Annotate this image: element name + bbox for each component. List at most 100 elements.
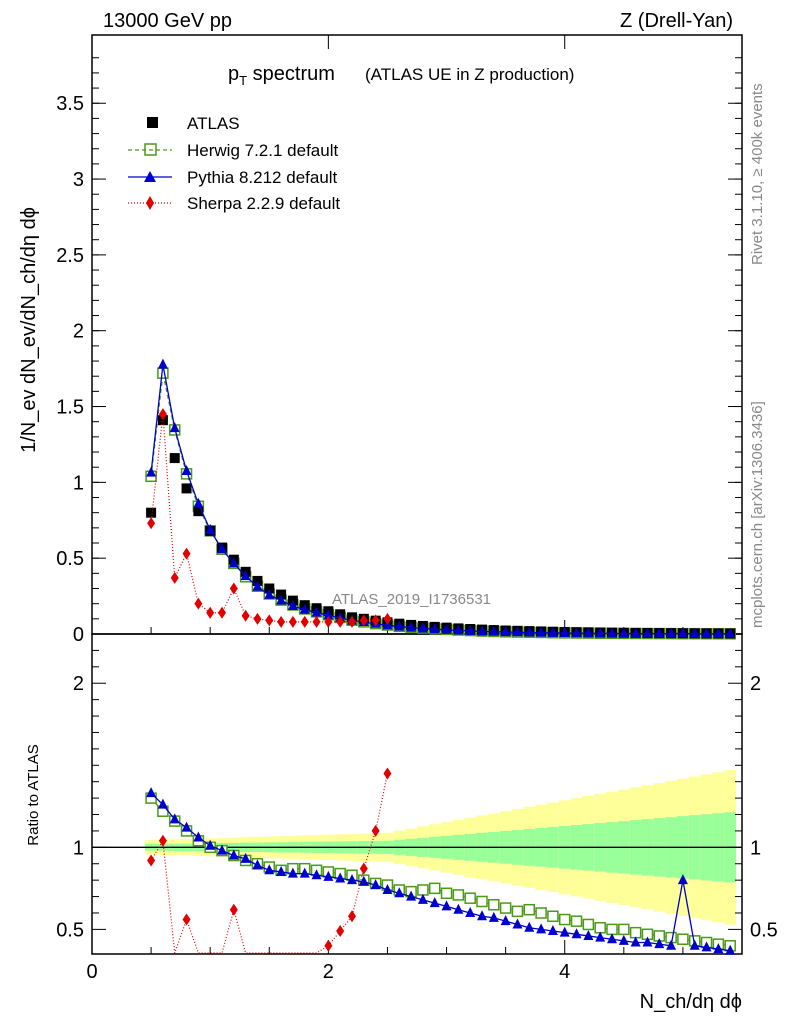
pythia-ratio-point-35 <box>559 926 570 937</box>
pythia-ratio-point-34 <box>547 925 558 936</box>
pythia-ratio-point-29 <box>488 911 499 922</box>
herwig-ratio-point-26 <box>452 889 465 901</box>
sherpa-ratio-point-1 <box>158 834 167 847</box>
sherpa-point-18 <box>359 614 368 627</box>
bottom-panel-frame <box>91 633 743 955</box>
legend-label-pythia: Pythia 8.212 default <box>187 168 338 187</box>
atlas-point-3 <box>181 483 192 494</box>
atlas-point-2 <box>169 453 180 464</box>
herwig-ratio-point-31 <box>511 905 524 918</box>
pythia-point-3 <box>181 464 192 475</box>
legend-label-sherpa: Sherpa 2.2.9 default <box>187 194 340 213</box>
sherpa-point-19 <box>371 614 380 627</box>
herwig-ratio-point-38 <box>594 921 606 934</box>
pythia-ratio-point-1 <box>157 798 168 809</box>
pythia-point-37 <box>583 627 594 638</box>
pythia-point-36 <box>571 627 582 638</box>
sherpa-point-17 <box>348 615 356 628</box>
sherpa-line-top <box>150 414 388 623</box>
pythia-point-30 <box>500 626 511 637</box>
xtick-label-2: 4 <box>559 961 570 983</box>
top-ytick-label-2: 1 <box>73 472 84 494</box>
top-ytick-label-1: 0.5 <box>56 548 84 570</box>
sherpa-point-16 <box>336 615 345 628</box>
top-ytick-label-6: 3 <box>73 169 84 191</box>
pythia-ratio-point-36 <box>571 928 582 939</box>
xtick-label-1: 2 <box>323 961 334 983</box>
y-axis-label-bottom: Ratio to ATLAS <box>25 744 42 845</box>
pythia-point-14 <box>311 606 322 617</box>
sherpa-point-20 <box>383 612 392 625</box>
pythia-ratio-point-28 <box>477 910 487 921</box>
pythia-point-31 <box>512 626 523 637</box>
sherpa-ratio-point-18 <box>359 862 368 875</box>
pythia-point-15 <box>323 609 334 620</box>
pythia-ratio-point-38 <box>595 931 606 942</box>
side-note-rivet: Rivet 3.1.10, ≥ 400k events <box>749 83 766 265</box>
pythia-ratio-point-15 <box>323 870 334 881</box>
herwig-ratio-point-23 <box>417 884 429 896</box>
pythia-point-0 <box>146 466 157 477</box>
legend-marker-herwig <box>144 143 157 156</box>
pythia-point-23 <box>417 622 428 633</box>
sherpa-point-6 <box>218 606 226 619</box>
bottom-ytick-label-right-2: 2 <box>750 673 761 695</box>
xtick-label-0: 0 <box>86 961 97 983</box>
pythia-ratio-point-18 <box>358 875 369 886</box>
pythia-ratio-point-7 <box>228 849 239 860</box>
pythia-ratio-point-24 <box>429 897 440 908</box>
pythia-ratio-point-11 <box>276 865 287 876</box>
pythia-point-12 <box>287 599 298 610</box>
sherpa-ratio-point-19 <box>371 824 380 837</box>
pythia-ratio-point-30 <box>500 915 511 926</box>
pythia-point-9 <box>252 580 263 591</box>
pythia-point-46 <box>689 627 700 638</box>
pythia-ratio-point-6 <box>217 844 227 855</box>
pythia-ratio-point-9 <box>252 859 263 870</box>
sherpa-ratio-point-17 <box>348 910 356 923</box>
herwig-ratio-point-35 <box>558 913 571 926</box>
pythia-point-40 <box>618 627 629 638</box>
herwig-ratio-point-45 <box>677 933 689 945</box>
pythia-point-2 <box>169 422 180 433</box>
top-ytick-label-4: 2 <box>73 321 84 343</box>
pythia-point-7 <box>228 557 239 568</box>
atlas-point-0 <box>146 507 157 518</box>
sherpa-point-2 <box>170 571 179 584</box>
pythia-point-48 <box>713 627 724 638</box>
pythia-ratio-point-26 <box>453 903 464 914</box>
pythia-ratio-point-19 <box>370 879 381 890</box>
pythia-ratio-point-5 <box>205 839 216 850</box>
pythia-point-45 <box>677 627 688 638</box>
sherpa-point-3 <box>182 547 191 560</box>
pythia-point-13 <box>299 603 310 614</box>
uncertainty-bands <box>92 770 742 925</box>
atlas-point-10 <box>264 583 275 594</box>
pythia-point-43 <box>654 627 665 638</box>
pythia-ratio-point-10 <box>264 864 275 875</box>
atlas-point-4 <box>193 506 204 517</box>
sherpa-point-13 <box>300 615 309 628</box>
pythia-point-11 <box>276 594 287 605</box>
pythia-ratio-point-13 <box>299 867 310 878</box>
herwig-ratio-point-37 <box>582 918 595 931</box>
sherpa-ratio-point-20 <box>383 767 392 780</box>
pythia-point-41 <box>630 627 641 638</box>
pythia-point-26 <box>453 624 464 635</box>
data-marks <box>145 358 736 955</box>
sherpa-point-1 <box>158 408 167 421</box>
legend: ATLAS Herwig 7.2.1 default Pythia 8.212 … <box>128 114 340 213</box>
pythia-point-24 <box>429 623 440 634</box>
watermark: ATLAS_2019_I1736531 <box>332 591 491 608</box>
pythia-ratio-point-42 <box>642 936 653 947</box>
legend-label-atlas: ATLAS <box>187 114 240 133</box>
pythia-ratio-point-27 <box>465 906 476 917</box>
pythia-ratio-point-16 <box>335 872 346 883</box>
sherpa-point-0 <box>147 517 156 530</box>
herwig-ratio-point-30 <box>499 902 512 914</box>
pythia-ratio-point-40 <box>618 934 629 945</box>
pythia-point-33 <box>536 626 547 637</box>
pythia-point-44 <box>666 627 677 638</box>
bottom-ytick-label-right-1: 1 <box>750 837 761 859</box>
